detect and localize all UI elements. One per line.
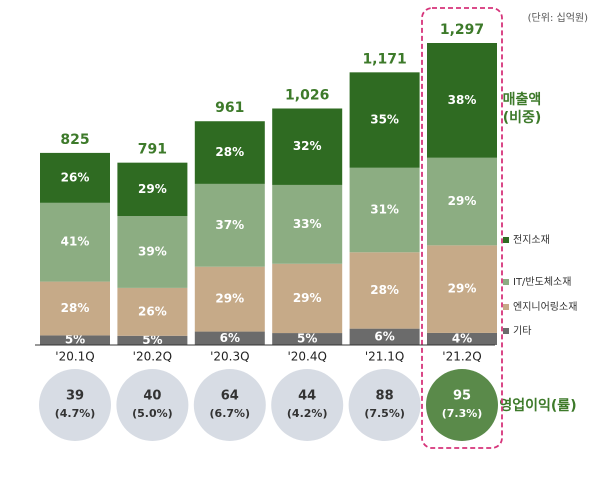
bar-segment (272, 184, 343, 264)
profit-value: 40 (143, 389, 161, 404)
x-tick-label: '21.2Q (442, 350, 481, 364)
legend-swatch (503, 237, 509, 243)
bar-segment (427, 43, 497, 158)
total-label: 1,026 (285, 87, 329, 103)
total-label: 961 (215, 100, 244, 116)
profit-value: 39 (66, 389, 84, 404)
profit-margin: (6.7%) (210, 407, 251, 420)
bar-segment (272, 108, 343, 185)
legend-subtitle: (비중) (503, 110, 542, 126)
segment-label: 38% (448, 93, 477, 107)
legend-swatch (503, 328, 509, 334)
segment-label: 5% (65, 333, 85, 347)
highlight-box (421, 7, 503, 449)
bar-segment (349, 252, 420, 329)
profit-circle (348, 369, 421, 441)
profit-margin: (5.0%) (132, 407, 173, 420)
bar-segment (272, 263, 343, 334)
bar-segment (40, 281, 110, 336)
x-tick-label: '20.3Q (210, 350, 249, 364)
segment-label: 39% (138, 244, 167, 258)
profit-circle (39, 369, 111, 441)
profit-value: 95 (453, 389, 471, 404)
segment-label: 5% (297, 332, 317, 346)
profit-margin: (7.5%) (364, 407, 405, 420)
legend-swatch (503, 279, 509, 285)
x-tick-label: '20.4Q (287, 350, 326, 364)
x-tick-label: '20.1Q (55, 350, 94, 364)
legend-label: 기타 (513, 325, 531, 337)
profit-circle (426, 369, 498, 441)
x-tick-label: '20.2Q (133, 350, 172, 364)
bar-segment (117, 335, 188, 345)
segment-label: 5% (142, 333, 162, 347)
bar-segment (194, 183, 265, 267)
profit-circle (116, 369, 189, 441)
profit-margin: (4.7%) (55, 407, 96, 420)
bar-segment (194, 266, 265, 332)
segment-label: 26% (138, 304, 167, 318)
bar-segment (117, 287, 188, 336)
bar-segment (40, 152, 110, 203)
profit-margin: (7.3%) (442, 407, 483, 420)
legend-label: 엔지니어링소재 (513, 301, 577, 313)
bar-segment (427, 332, 497, 345)
legend-title: 매출액 (503, 91, 542, 108)
x-tick-label: '21.1Q (365, 350, 404, 364)
total-label: 1,297 (440, 22, 484, 38)
total-label: 791 (138, 142, 167, 158)
total-label: 1,171 (362, 51, 406, 67)
segment-label: 28% (61, 301, 90, 315)
segment-label: 6% (374, 329, 394, 343)
segment-label: 29% (138, 182, 167, 196)
segment-label: 29% (448, 194, 477, 208)
bar-segment (349, 167, 420, 253)
profit-value: 44 (298, 389, 316, 404)
segment-label: 32% (293, 139, 322, 153)
unit-note: (단위: 십억원) (528, 11, 588, 24)
segment-label: 29% (293, 291, 322, 305)
bar-segment (40, 335, 110, 345)
bar-segment (427, 157, 497, 246)
profit-circle (193, 369, 266, 441)
bar-segment (272, 333, 343, 345)
segment-label: 4% (452, 331, 472, 345)
segment-label: 33% (293, 217, 322, 231)
legend-label: IT/반도체소재 (513, 276, 571, 288)
segment-label: 6% (220, 331, 240, 345)
bar-segment (40, 202, 110, 282)
bar-segment (194, 121, 265, 184)
bar-segment (117, 216, 188, 288)
bar-segment (194, 331, 265, 345)
segment-label: 28% (370, 283, 399, 297)
segment-label: 35% (370, 113, 399, 127)
segment-label: 37% (215, 218, 244, 232)
legend-swatch (503, 304, 509, 310)
profit-margin: (4.2%) (287, 407, 328, 420)
segment-label: 41% (61, 235, 90, 249)
segment-label: 26% (61, 170, 90, 184)
segment-label: 29% (448, 282, 477, 296)
bar-segment (349, 72, 420, 168)
total-label: 825 (60, 132, 89, 148)
profit-title: 영업이익(률) (499, 397, 576, 414)
bar-segment (427, 245, 497, 333)
segment-label: 29% (215, 292, 244, 306)
profit-circle (271, 369, 344, 441)
profit-value: 88 (376, 389, 394, 404)
legend-label: 전지소재 (513, 234, 550, 246)
segment-label: 31% (370, 203, 399, 217)
segment-label: 28% (215, 145, 244, 159)
bar-segment (117, 162, 188, 217)
profit-value: 64 (221, 389, 239, 404)
bar-segment (349, 328, 420, 345)
